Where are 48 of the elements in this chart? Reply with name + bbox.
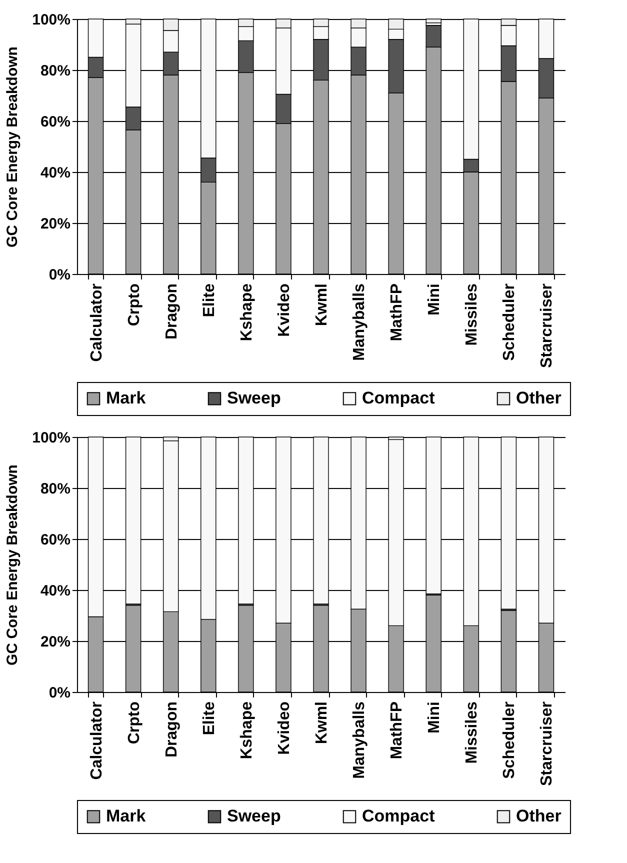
x-tick-label: MathFP: [388, 701, 406, 760]
x-tick-label: Missiles: [464, 283, 481, 346]
x-tick-label: Dragon: [163, 702, 180, 758]
x-tick-label: Scheduler: [501, 284, 518, 361]
x-tick-label: Crpto: [126, 701, 143, 744]
x-tick-label: Kvideo: [276, 701, 293, 755]
x-tick-label: Kshape: [238, 283, 256, 342]
x-tick-label: Kwml: [314, 284, 330, 326]
x-tick-label: Manyballs: [351, 283, 368, 361]
y-tick-label: 0%: [48, 266, 70, 284]
legend-label: Compact: [362, 806, 436, 826]
x-tick-label: Kwml: [314, 702, 330, 744]
x-tick-label: Calculator: [88, 702, 106, 780]
legend-label: Sweep: [227, 388, 281, 408]
y-tick-label: 60%: [40, 114, 70, 130]
x-tick-label: Crpto: [126, 283, 143, 326]
legend-label: Other: [516, 388, 562, 408]
y-tick-label: 100%: [32, 430, 70, 446]
legend-label: Mark: [106, 806, 146, 826]
x-tick-label: Starcruiser: [538, 702, 556, 786]
y-tick-label: 100%: [32, 12, 70, 28]
x-tick-label: Scheduler: [501, 702, 518, 779]
x-tick-label: Elite: [200, 283, 218, 318]
x-tick-label: Kvideo: [276, 283, 293, 337]
legend-label: Other: [516, 806, 562, 826]
x-tick-label: Kshape: [238, 701, 256, 760]
y-tick-label: 80%: [40, 62, 70, 80]
x-tick-label: Mini: [426, 284, 444, 316]
y-tick-label: 40%: [40, 164, 70, 182]
x-tick-label: Missiles: [464, 701, 481, 764]
y-axis-title: GC Core Energy Breakdown: [4, 46, 22, 248]
y-tick-label: 80%: [40, 480, 70, 498]
legend-label: Sweep: [227, 806, 281, 826]
legend-label: Compact: [362, 388, 436, 408]
legend-label: Mark: [106, 388, 146, 408]
x-tick-label: Starcruiser: [538, 284, 556, 368]
y-axis-title: GC Core Energy Breakdown: [4, 464, 22, 666]
x-tick-label: Dragon: [163, 284, 180, 340]
y-tick-label: 20%: [40, 634, 70, 650]
x-tick-label: Elite: [200, 701, 218, 736]
y-tick-label: 40%: [40, 582, 70, 600]
x-tick-label: Calculator: [88, 284, 106, 362]
x-tick-label: Mini: [426, 702, 444, 734]
x-tick-label: MathFP: [388, 283, 406, 342]
y-tick-label: 20%: [40, 216, 70, 232]
y-tick-label: 0%: [48, 684, 70, 702]
x-tick-label: Manyballs: [351, 701, 368, 779]
y-tick-label: 60%: [40, 532, 70, 548]
